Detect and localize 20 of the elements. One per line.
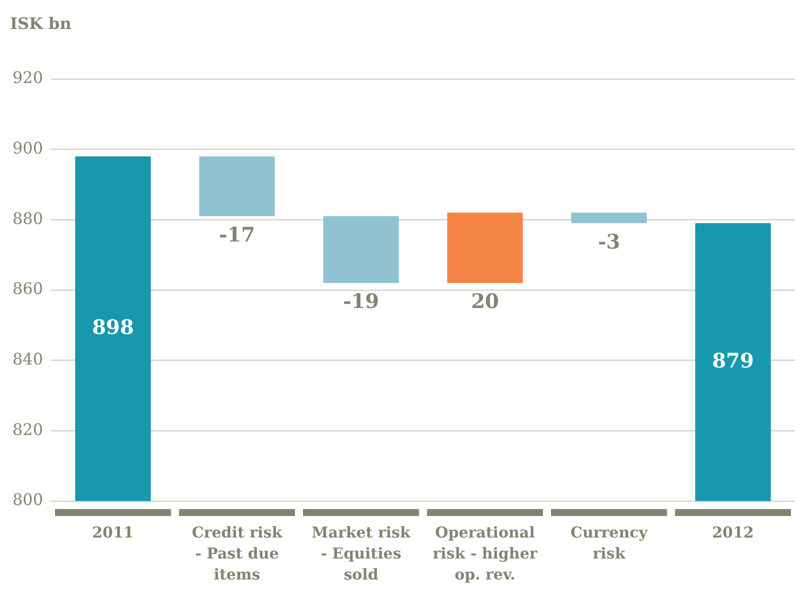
data-label: -17 [218, 222, 256, 246]
data-label: 898 [92, 314, 134, 339]
y-tick-label: 900 [12, 138, 43, 158]
x-tick-label: Currency risk [570, 523, 649, 562]
y-tick-label: 920 [12, 68, 43, 88]
data-label: 20 [471, 289, 499, 314]
y-tick-label: 840 [12, 349, 43, 368]
x-tick-label: Market risk - Equities sold [312, 523, 411, 584]
y-tick-label: 800 [12, 490, 43, 510]
data-label: -19 [342, 289, 380, 314]
y-tick-label: 820 [12, 420, 43, 439]
data-label: 879 [712, 348, 754, 372]
y-axis-title: ISK bn [10, 14, 72, 34]
y-tick-label: 880 [12, 208, 43, 228]
x-tick-label: Operational risk - higher op. rev. [432, 523, 538, 584]
x-tick-label: Credit risk - Past due items [192, 523, 283, 584]
data-label: -3 [598, 229, 620, 254]
x-tick-label: 2011 [92, 523, 134, 542]
y-tick-label: 860 [12, 279, 43, 298]
x-tick-label: 2012 [712, 523, 754, 542]
